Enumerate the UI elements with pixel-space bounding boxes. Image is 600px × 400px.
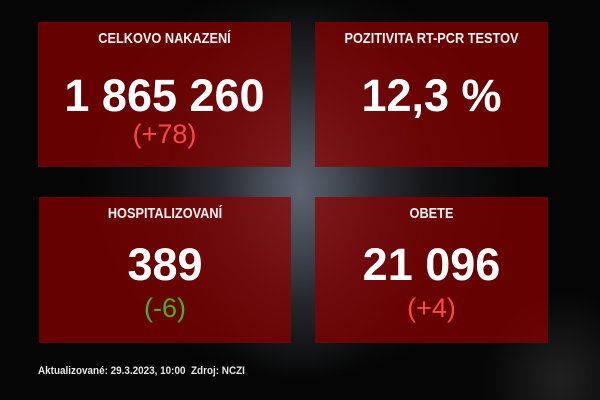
tile-value: 1 865 260 bbox=[64, 70, 265, 121]
tile-label: HOSPITALIZOVANÍ bbox=[107, 205, 223, 222]
tile-delta: (-6) bbox=[144, 293, 186, 323]
tile-label: OBETE bbox=[409, 205, 454, 222]
tile-label: CELKOVO NAKAZENÍ bbox=[98, 30, 231, 47]
updated-timestamp: Aktualizované: 29.3.2023, 10:00 bbox=[38, 365, 186, 377]
footer: Aktualizované: 29.3.2023, 10:00 Zdroj: N… bbox=[38, 365, 245, 377]
tile-label: POZITIVITA RT-PCR TESTOV bbox=[344, 30, 519, 47]
tile-total-infected: CELKOVO NAKAZENÍ 1 865 260 (+78) bbox=[38, 22, 291, 167]
tile-delta: (+78) bbox=[132, 119, 197, 149]
tile-value: 389 bbox=[127, 239, 203, 290]
tile-deaths: OBETE 21 096 (+4) bbox=[315, 197, 548, 343]
tile-delta: (+4) bbox=[407, 293, 456, 323]
tile-value: 12,3 % bbox=[361, 70, 502, 121]
tile-test-positivity: POZITIVITA RT-PCR TESTOV 12,3 % bbox=[315, 22, 548, 167]
source: Zdroj: NCZI bbox=[191, 365, 245, 377]
tile-value: 21 096 bbox=[362, 239, 501, 290]
tile-hospitalized: HOSPITALIZOVANÍ 389 (-6) bbox=[39, 197, 291, 343]
